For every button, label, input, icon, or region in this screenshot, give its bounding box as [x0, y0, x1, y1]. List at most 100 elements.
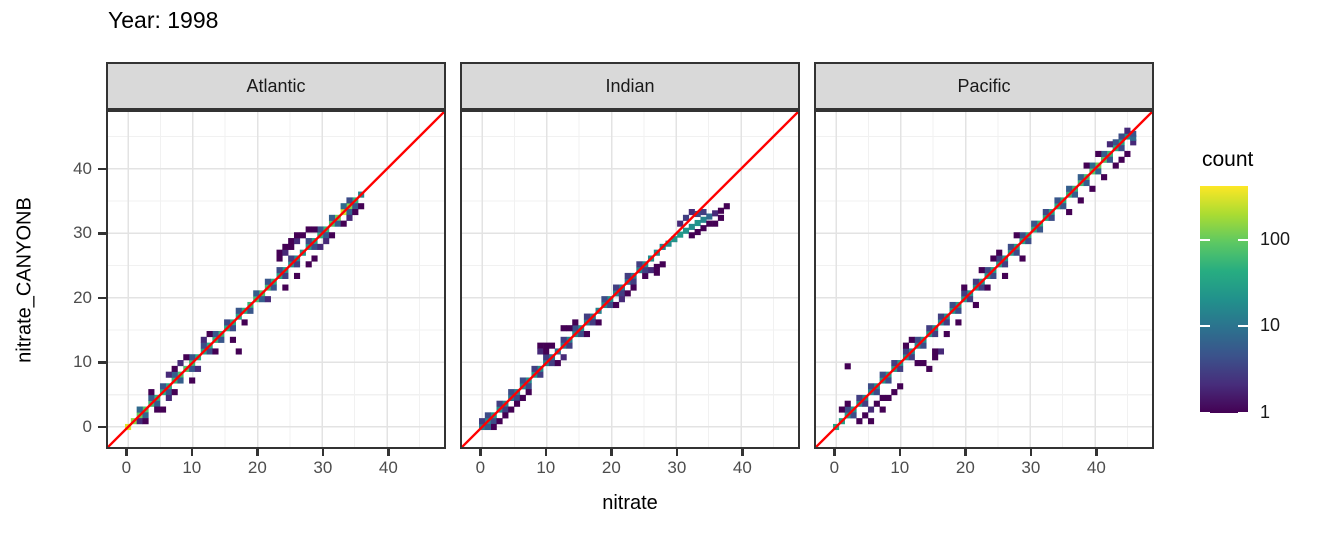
count-bin: [844, 406, 851, 413]
count-bin: [850, 412, 857, 419]
count-bin: [636, 261, 643, 268]
count-bin: [136, 418, 143, 425]
count-bin: [311, 226, 318, 233]
count-bin: [317, 243, 324, 250]
count-bin: [136, 406, 143, 413]
facet-strip-label: Indian: [605, 75, 655, 96]
count-bin: [154, 400, 161, 407]
count-bin: [694, 219, 701, 227]
count-bin: [525, 383, 532, 390]
count-bin: [856, 394, 863, 401]
count-bin: [653, 263, 660, 270]
x-axis-ticks-pacific: 0 10 20 30 40: [814, 449, 1154, 481]
count-bin: [844, 400, 851, 407]
count-bin: [264, 278, 271, 285]
count-bin: [171, 371, 178, 378]
count-bin: [867, 383, 875, 390]
count-bin: [712, 220, 719, 227]
count-bin: [879, 406, 886, 413]
count-bin: [282, 249, 289, 256]
count-bin: [1077, 174, 1084, 181]
count-bin: [566, 325, 573, 332]
count-bin: [235, 348, 242, 355]
count-bin: [299, 232, 306, 239]
count-bin: [288, 243, 295, 250]
count-bin: [1083, 162, 1090, 169]
count-bin: [352, 208, 359, 216]
count-bin: [212, 330, 219, 338]
count-bin: [165, 389, 172, 396]
x-tick-label: 30: [1021, 458, 1041, 477]
count-bin: [1130, 139, 1137, 146]
count-bin: [1036, 226, 1044, 233]
count-bin: [554, 360, 561, 367]
count-bin: [996, 249, 1003, 256]
count-bin: [148, 394, 155, 401]
count-bin: [914, 360, 921, 367]
count-bin: [479, 418, 486, 425]
count-bin: [867, 418, 875, 425]
x-tick-mark: [675, 449, 679, 456]
identity-line: [108, 112, 444, 447]
count-bin: [171, 365, 178, 372]
count-bin: [519, 377, 526, 384]
count-bin: [613, 284, 620, 291]
count-bin: [677, 220, 684, 227]
count-bin: [502, 406, 509, 413]
count-bin: [165, 394, 172, 401]
count-bin: [682, 214, 690, 221]
count-bin: [177, 360, 184, 367]
count-bin: [642, 267, 649, 274]
count-bin: [955, 319, 962, 326]
count-bin: [484, 423, 491, 431]
x-tick-mark: [479, 449, 482, 456]
count-bin: [1095, 150, 1102, 158]
x-tick-mark: [544, 449, 548, 456]
facet-strip-indian: Indian: [460, 62, 800, 110]
y-axis-title: nitrate_CANYONB: [13, 197, 36, 363]
count-bin: [671, 236, 678, 243]
count-bin: [159, 383, 167, 390]
count-bin: [328, 232, 336, 239]
y-tick-mark: [98, 361, 106, 364]
count-bin: [1130, 134, 1137, 141]
count-bin: [879, 371, 886, 378]
page-title: Year: 1998: [108, 7, 219, 33]
facet-strip-label: Atlantic: [246, 75, 306, 96]
count-bin: [601, 296, 608, 303]
count-bin: [1013, 249, 1020, 256]
count-bin: [618, 296, 625, 303]
count-bin: [566, 342, 573, 349]
count-bin: [1124, 150, 1131, 158]
count-bin: [867, 406, 875, 413]
count-bin: [513, 400, 521, 407]
count-bin: [194, 365, 202, 372]
count-bin: [200, 336, 207, 343]
count-bin: [659, 261, 666, 268]
count-bin: [1118, 145, 1125, 152]
count-bin: [920, 360, 927, 367]
count-bin: [688, 223, 695, 230]
x-tick-mark: [1029, 449, 1033, 456]
count-bin: [218, 336, 225, 343]
y-tick-label: 0: [82, 416, 92, 436]
count-bin: [572, 319, 579, 326]
count-bin: [688, 232, 695, 239]
count-bin: [525, 389, 532, 396]
count-bin: [1095, 168, 1102, 175]
count-bin: [346, 214, 353, 221]
count-bin: [932, 348, 939, 355]
count-bin: [241, 319, 248, 326]
count-bin: [340, 203, 347, 210]
count-bin: [288, 238, 295, 245]
x-tick-mark: [898, 449, 902, 456]
count-bin: [1013, 232, 1020, 239]
count-bin: [177, 377, 184, 384]
count-bin: [642, 272, 649, 279]
count-bin: [311, 255, 318, 262]
count-bin: [1130, 130, 1137, 137]
count-bin: [282, 272, 289, 279]
count-bin: [560, 354, 567, 361]
count-bin: [1083, 179, 1090, 187]
facet-pacific: Pacific 0 10 20 30 40: [814, 62, 1154, 481]
